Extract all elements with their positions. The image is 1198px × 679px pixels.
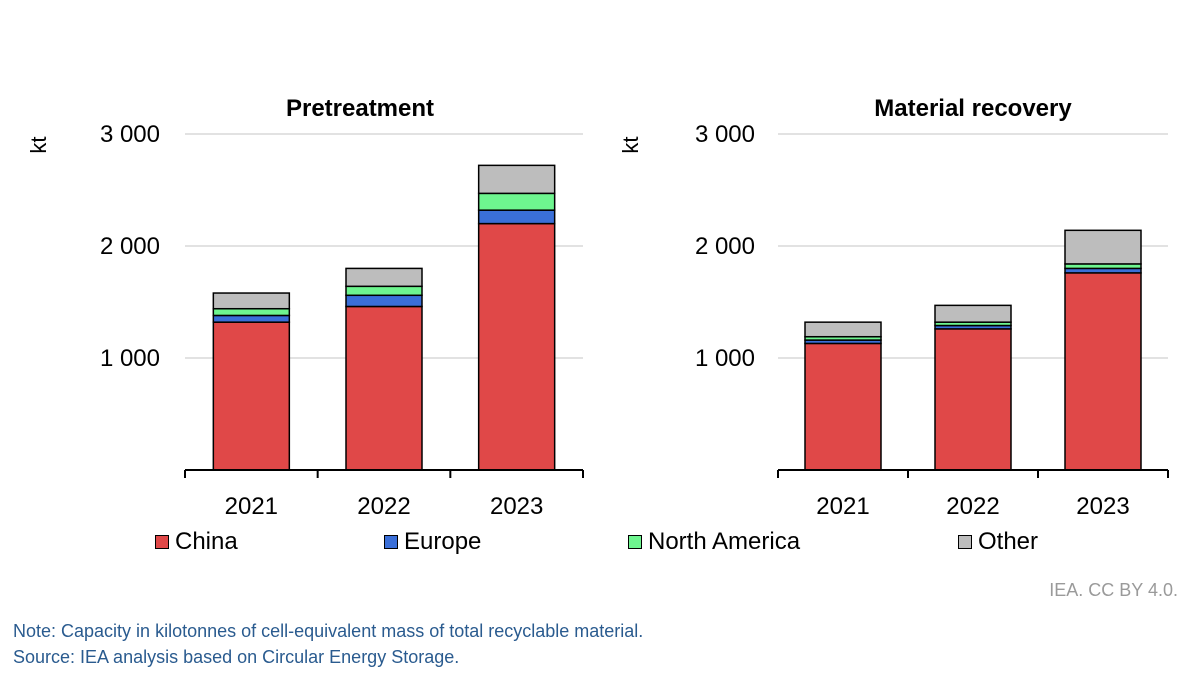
legend-item-china: China [155, 528, 238, 556]
note-text: Note: Capacity in kilotonnes of cell-equ… [13, 621, 644, 641]
material-recovery-bar-china-2021 [804, 342, 882, 471]
material-recovery-xtick-label: 2023 [1076, 493, 1129, 520]
pretreatment-bar-europe-2023 [477, 209, 556, 225]
pretreatment-bar-china-2021 [212, 321, 291, 471]
credit-text: IEA. CC BY 4.0. [1049, 580, 1178, 600]
pretreatment-bar-other-2023 [477, 164, 556, 195]
legend-swatch-china [155, 535, 169, 549]
legend-swatch-europe [384, 535, 398, 549]
material-recovery-bar-china-2022 [934, 328, 1012, 471]
pretreatment-xtick-label: 2022 [357, 493, 410, 520]
material-recovery-ytick-label: 2 000 [695, 233, 755, 260]
material-recovery-bar-other-2023 [1064, 229, 1142, 265]
legend-label-other: Other [978, 528, 1039, 555]
legend: China Europe North America Other [0, 528, 1198, 562]
legend-item-europe: Europe [384, 528, 481, 556]
legend-swatch-north-america [628, 535, 642, 549]
pretreatment-bar-north-america-2023 [477, 192, 556, 211]
pretreatment-ytick-label: 3 000 [100, 121, 160, 148]
pretreatment-bar-other-2022 [345, 267, 423, 288]
pretreatment-ytick-label: 2 000 [100, 233, 160, 260]
material-recovery-bar-other-2022 [934, 304, 1012, 323]
pretreatment-xtick-label: 2023 [490, 493, 543, 520]
pretreatment-bar-china-2023 [477, 222, 556, 471]
legend-label-north-america: North America [648, 528, 801, 555]
pretreatment-bar-other-2021 [212, 292, 291, 310]
material-recovery-ylabel: kt [618, 136, 643, 153]
material-recovery-bar-china-2023 [1064, 272, 1142, 471]
material-recovery-ytick-label: 1 000 [695, 345, 755, 372]
legend-swatch-other [958, 535, 972, 549]
legend-label-europe: Europe [404, 528, 482, 555]
pretreatment-bar-north-america-2022 [345, 285, 423, 297]
material-recovery-bar-other-2021 [804, 321, 882, 338]
legend-item-other: Other [958, 528, 1038, 556]
legend-item-north-america: North America [628, 528, 800, 556]
pretreatment-ylabel: kt [26, 136, 51, 153]
legend-label-china: China [175, 528, 238, 555]
material-recovery-title: Material recovery [874, 95, 1072, 122]
source-text: Source: IEA analysis based on Circular E… [13, 647, 460, 667]
pretreatment-bar-china-2022 [345, 305, 423, 471]
material-recovery-xtick-label: 2021 [816, 493, 869, 520]
pretreatment-xtick-label: 2021 [225, 493, 278, 520]
material-recovery-ytick-label: 3 000 [695, 121, 755, 148]
pretreatment-bar-europe-2021 [212, 314, 291, 323]
material-recovery-xtick-label: 2022 [946, 493, 999, 520]
pretreatment-title: Pretreatment [286, 95, 434, 122]
pretreatment-bar-north-america-2021 [212, 307, 291, 317]
pretreatment-ytick-label: 1 000 [100, 345, 160, 372]
pretreatment-bar-europe-2022 [345, 294, 423, 308]
